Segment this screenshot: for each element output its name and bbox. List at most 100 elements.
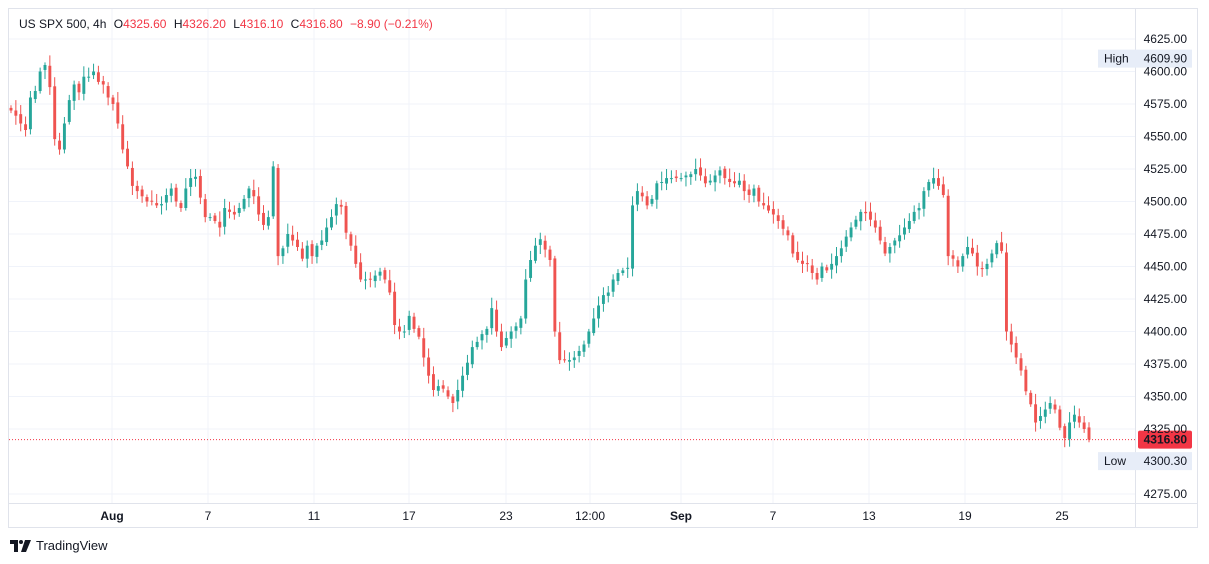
candle-body (621, 270, 625, 273)
candle-body (713, 175, 717, 183)
candle-body (810, 265, 814, 273)
candle-body (495, 309, 499, 332)
candle-body (592, 318, 596, 334)
candle-body (869, 211, 872, 220)
candle-body (286, 234, 290, 247)
candle-body (616, 273, 620, 282)
x-tick-label: 12:00 (575, 509, 605, 523)
candle-body (422, 338, 426, 358)
candle-body (398, 326, 401, 332)
candle-body (635, 191, 639, 205)
open-value: 4325.60 (123, 17, 167, 31)
candle-body (961, 256, 965, 267)
candle-body (92, 71, 96, 76)
candle-body (344, 205, 348, 233)
x-tick-label: 7 (205, 509, 212, 523)
candle-body (1048, 403, 1052, 409)
candle-body (130, 167, 134, 186)
candle-body (461, 375, 465, 391)
candle-body (742, 180, 746, 192)
candle-body (145, 197, 149, 202)
candle-body (1029, 392, 1033, 405)
y-tick-label: 4550.00 (1144, 130, 1188, 144)
candle-body (232, 211, 236, 215)
candle-body (650, 198, 654, 204)
last-price-badge (1138, 430, 1192, 449)
candle-body (563, 359, 567, 361)
candle-body (184, 188, 188, 208)
candle-body (781, 220, 785, 229)
high-badge-label: High (1104, 52, 1129, 66)
candle-body (883, 242, 887, 254)
candle-body (951, 255, 955, 259)
candle-body (655, 183, 659, 200)
candle-body (252, 190, 256, 197)
candle-body (771, 209, 775, 215)
candle-body (640, 192, 644, 197)
candle-body (941, 184, 945, 195)
candle-body (1038, 416, 1042, 421)
candle-body (140, 189, 144, 197)
tradingview-icon (10, 539, 31, 552)
candle-body (767, 205, 770, 211)
candle-body (412, 316, 416, 329)
candle-body (62, 123, 66, 150)
candle-body (446, 390, 450, 397)
y-tick-label: 4600.00 (1144, 65, 1188, 79)
candle-body (223, 208, 227, 227)
candle-body (383, 270, 387, 280)
candle-body (111, 97, 115, 104)
candle-body (291, 234, 295, 241)
candle-body (174, 187, 178, 202)
candle-body (490, 308, 494, 329)
candle-body (524, 279, 528, 319)
tradingview-logo[interactable]: TradingView (10, 538, 108, 553)
candle-body (189, 178, 193, 187)
candle-body (470, 347, 474, 365)
y-tick-label: 4325.00 (1144, 422, 1188, 436)
candle-body (465, 362, 469, 375)
candle-body (121, 124, 125, 150)
candle-body (966, 247, 970, 255)
candle-body (262, 212, 265, 225)
candle-body (14, 110, 18, 116)
y-tick-label: 4400.00 (1144, 325, 1188, 339)
candle-body (626, 267, 630, 269)
candle-body (150, 200, 154, 202)
time-axis: Aug 7 11 17 23 12:00 Sep 7 13 19 25 (100, 509, 1069, 523)
candle-body (864, 211, 868, 214)
candle-body (1072, 414, 1076, 422)
y-tick-label: 4525.00 (1144, 162, 1188, 176)
candle-body (975, 252, 979, 267)
candle-body (888, 247, 892, 254)
candle-body (349, 234, 353, 246)
candle-body (330, 217, 333, 228)
candle-body (1024, 369, 1028, 392)
candle-body (276, 167, 280, 257)
candle-body (242, 198, 246, 209)
candle-body (203, 199, 207, 218)
candle-body (660, 182, 664, 183)
candle-body (849, 227, 853, 238)
candle-body (723, 168, 727, 179)
candle-body (835, 256, 838, 266)
candle-body (164, 195, 168, 203)
candle-body (533, 245, 537, 261)
candle-body (786, 230, 790, 236)
candle-body (893, 240, 897, 246)
candle-body (436, 386, 440, 391)
candle-body (703, 176, 707, 184)
candle-body (606, 292, 610, 296)
candle-body (587, 331, 591, 344)
candle-body (796, 251, 800, 260)
candle-body (708, 180, 712, 183)
last-price-label: 4316.80 (1144, 433, 1188, 447)
candle-body (218, 221, 222, 228)
x-tick-label: 17 (402, 509, 416, 523)
candle-body (757, 187, 761, 202)
candle-body (101, 81, 105, 85)
x-tick-label: Sep (670, 509, 692, 523)
candle-body (791, 235, 795, 254)
low-badge-label: Low (1104, 454, 1126, 468)
